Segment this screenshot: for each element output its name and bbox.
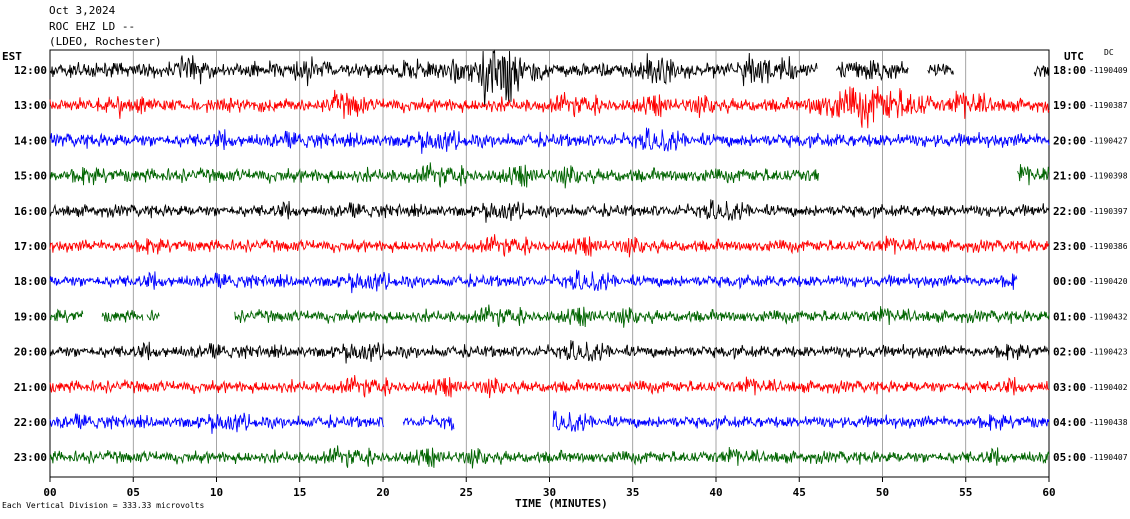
row-label-utc: 05:00 bbox=[1053, 451, 1086, 464]
dc-label: DC bbox=[1104, 48, 1114, 57]
row-dc-value: -1190397 bbox=[1089, 207, 1128, 216]
row-label-est: 22:00 bbox=[14, 416, 47, 429]
row-label-utc: 04:00 bbox=[1053, 416, 1086, 429]
x-tick-label: 00 bbox=[43, 486, 56, 499]
trace-row bbox=[49, 340, 1050, 364]
row-dc-value: -1190387 bbox=[1089, 101, 1128, 110]
row-dc-value: -1190427 bbox=[1089, 136, 1128, 145]
row-dc-value: -1190402 bbox=[1089, 383, 1128, 392]
row-label-utc: 03:00 bbox=[1053, 381, 1086, 394]
row-label-utc: 19:00 bbox=[1053, 99, 1086, 112]
vertical-division-note: Each Vertical Division = 333.33 microvol… bbox=[2, 501, 205, 510]
x-tick-label: 35 bbox=[626, 486, 639, 499]
x-tick-label: 45 bbox=[793, 486, 806, 499]
row-label-est: 19:00 bbox=[14, 310, 47, 323]
trace-row bbox=[49, 49, 1050, 108]
row-label-utc: 01:00 bbox=[1053, 310, 1086, 323]
row-dc-value: -1190409 bbox=[1089, 66, 1128, 75]
x-tick-label: 55 bbox=[959, 486, 972, 499]
row-label-utc: 00:00 bbox=[1053, 275, 1086, 288]
trace-row bbox=[49, 445, 1050, 469]
row-label-est: 16:00 bbox=[14, 205, 47, 218]
trace-row bbox=[49, 234, 1050, 258]
trace-row bbox=[49, 374, 1050, 399]
row-dc-value: -1190432 bbox=[1089, 312, 1128, 321]
x-tick-label: 15 bbox=[293, 486, 306, 499]
trace-row bbox=[49, 304, 1050, 328]
x-tick-label: 25 bbox=[460, 486, 473, 499]
row-label-est: 18:00 bbox=[14, 275, 47, 288]
header-station: ROC EHZ LD -- bbox=[49, 20, 136, 33]
row-label-utc: 18:00 bbox=[1053, 64, 1086, 77]
row-dc-value: -1190423 bbox=[1089, 348, 1128, 357]
row-label-est: 15:00 bbox=[14, 170, 47, 183]
row-label-utc: 02:00 bbox=[1053, 346, 1086, 359]
row-label-est: 21:00 bbox=[14, 381, 47, 394]
row-dc-value: -1190407 bbox=[1089, 453, 1128, 462]
row-label-est: 13:00 bbox=[14, 99, 47, 112]
row-dc-value: -1190438 bbox=[1089, 418, 1128, 427]
trace-row bbox=[49, 162, 1050, 189]
row-label-est: 20:00 bbox=[14, 346, 47, 359]
x-tick-label: 50 bbox=[876, 486, 889, 499]
row-label-utc: 22:00 bbox=[1053, 205, 1086, 218]
x-tick-label: 60 bbox=[1042, 486, 1055, 499]
x-tick-label: 10 bbox=[210, 486, 223, 499]
x-tick-label: 30 bbox=[543, 486, 556, 499]
header-network: (LDEO, Rochester) bbox=[49, 35, 162, 48]
row-dc-value: -1190386 bbox=[1089, 242, 1128, 251]
row-dc-value: -1190420 bbox=[1089, 277, 1128, 286]
trace-row bbox=[49, 127, 1050, 154]
row-label-est: 23:00 bbox=[14, 451, 47, 464]
row-label-est: 14:00 bbox=[14, 134, 47, 147]
row-dc-value: -1190398 bbox=[1089, 172, 1128, 181]
x-tick-label: 05 bbox=[127, 486, 140, 499]
x-tick-label: 40 bbox=[709, 486, 722, 499]
row-label-utc: 20:00 bbox=[1053, 134, 1086, 147]
trace-row bbox=[49, 199, 1050, 223]
row-label-utc: 21:00 bbox=[1053, 170, 1086, 183]
row-label-utc: 23:00 bbox=[1053, 240, 1086, 253]
left-timezone-label: EST bbox=[2, 50, 22, 63]
row-label-est: 17:00 bbox=[14, 240, 47, 253]
header-date: Oct 3,2024 bbox=[49, 4, 116, 17]
x-tick-label: 20 bbox=[376, 486, 389, 499]
right-timezone-label: UTC bbox=[1064, 50, 1084, 63]
trace-row bbox=[49, 85, 1050, 129]
x-axis-label: TIME (MINUTES) bbox=[515, 497, 608, 510]
trace-row bbox=[49, 410, 1050, 434]
row-label-est: 12:00 bbox=[14, 64, 47, 77]
